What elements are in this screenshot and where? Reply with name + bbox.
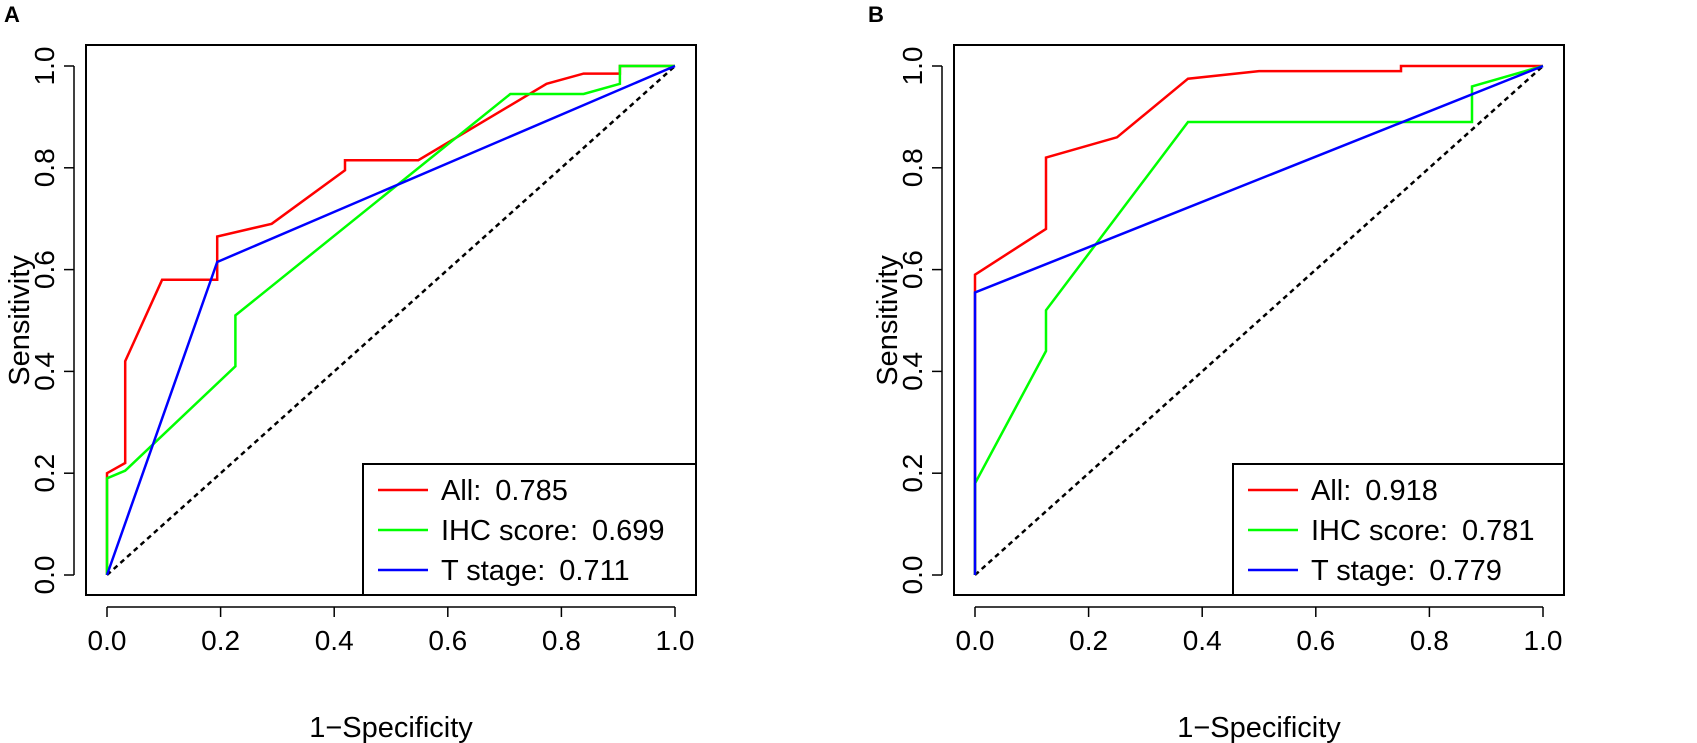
- x-tick-label: 0.4: [1183, 625, 1222, 656]
- legend-item-ihc-score: IHC score: 0.781: [1248, 515, 1535, 547]
- legend-label: All: 0.785: [441, 475, 568, 507]
- series-line-t-stage: [105, 64, 676, 576]
- x-tick-label: 0.0: [956, 625, 995, 656]
- y-tick-label: 0.6: [897, 250, 928, 289]
- legend-series-name: IHC score:: [441, 515, 578, 547]
- x-tick-label: 1.0: [1524, 625, 1563, 656]
- roc-panel-b: B0.0 0.2 0.4 0.6 0.8 1.01−Specificity0.00.20.…: [868, 2, 1565, 743]
- series-line-all: [973, 64, 1543, 575]
- series-line-all: [105, 64, 675, 575]
- x-tick-label: 0.8: [1410, 625, 1449, 656]
- legend: All: 0.918 IHC score: 0.781 T stage: 0.779: [1232, 463, 1565, 596]
- legend-series-name: IHC score:: [1311, 515, 1448, 547]
- x-tick-label: 0.6: [1296, 625, 1335, 656]
- y-tick-label: 1.0: [29, 47, 60, 86]
- panel-label: B: [868, 2, 884, 27]
- x-tick-label: 0.6: [428, 625, 467, 656]
- y-axis-title: Sensitivity: [4, 255, 36, 386]
- legend: All: 0.785 IHC score: 0.699 T stage: 0.711: [362, 463, 697, 596]
- x-axis-title: 1−Specificity: [1177, 712, 1341, 743]
- x-tick-label: 0.8: [542, 625, 581, 656]
- y-tick-label: 0.4: [29, 352, 60, 391]
- y-axis: 0.0 0.2 0.4 0.6 0.8 1.0 Sensitivity: [872, 47, 943, 595]
- x-tick-label: 0.2: [1069, 625, 1108, 656]
- x-axis-title: 1−Specificity: [309, 712, 473, 743]
- x-tick-label: 0.4: [315, 625, 354, 656]
- legend-item-t-stage: T stage: 0.711: [378, 555, 630, 587]
- legend-series-name: All:: [441, 475, 481, 507]
- x-axis: 0.0 0.2 0.4 0.6 0.8 1.0 1−Specificity: [956, 606, 1563, 743]
- y-tick-label: 0.0: [29, 556, 60, 595]
- roc-panel-a: A0.0 0.2 0.4 0.6 0.8 1.01−Specificity0.00.20.…: [4, 2, 697, 743]
- legend-label: IHC score: 0.781: [1311, 515, 1535, 547]
- legend-auc-value: 0.785: [495, 475, 568, 507]
- y-tick-label: 0.6: [29, 250, 60, 289]
- y-tick-label: 0.0: [897, 556, 928, 595]
- legend-item-all: All: 0.918: [1248, 475, 1438, 507]
- x-tick-label: 1.0: [656, 625, 695, 656]
- legend-item-all: All: 0.785: [378, 475, 568, 507]
- legend-auc-value: 0.781: [1462, 515, 1535, 547]
- legend-auc-value: 0.711: [559, 555, 629, 587]
- legend-auc-value: 0.699: [592, 515, 665, 547]
- legend-series-name: All:: [1311, 475, 1351, 507]
- legend-label: IHC score: 0.699: [441, 515, 665, 547]
- panel-label: A: [4, 2, 20, 27]
- legend-label: T stage: 0.711: [441, 555, 630, 587]
- legend-label: All: 0.918: [1311, 475, 1438, 507]
- legend-auc-value: 0.779: [1429, 555, 1502, 587]
- y-tick-label: 1.0: [897, 47, 928, 86]
- legend-series-name: T stage:: [1311, 555, 1415, 587]
- x-axis: 0.0 0.2 0.4 0.6 0.8 1.0 1−Specificity: [88, 606, 695, 743]
- reference-diagonal: [974, 65, 1544, 576]
- x-tick-label: 0.2: [201, 625, 240, 656]
- series-line-ihc-score: [105, 64, 675, 575]
- x-tick-label: 0.0: [88, 625, 127, 656]
- y-tick-label: 0.8: [29, 148, 60, 187]
- legend-label: T stage: 0.779: [1311, 555, 1502, 587]
- y-axis: 0.0 0.2 0.4 0.6 0.8 1.0 Sensitivity: [4, 47, 75, 595]
- legend-item-ihc-score: IHC score: 0.699: [378, 515, 665, 547]
- legend-series-name: T stage:: [441, 555, 545, 587]
- y-tick-label: 0.8: [897, 148, 928, 187]
- y-axis-title: Sensitivity: [872, 255, 904, 386]
- y-tick-label: 0.2: [897, 454, 928, 493]
- series-line-ihc-score: [973, 64, 1544, 575]
- legend-item-t-stage: T stage: 0.779: [1248, 555, 1502, 587]
- series-line-t-stage: [973, 64, 1544, 575]
- y-tick-label: 0.4: [897, 352, 928, 391]
- legend-auc-value: 0.918: [1365, 475, 1438, 507]
- reference-diagonal: [106, 65, 676, 576]
- y-tick-label: 0.2: [29, 454, 60, 493]
